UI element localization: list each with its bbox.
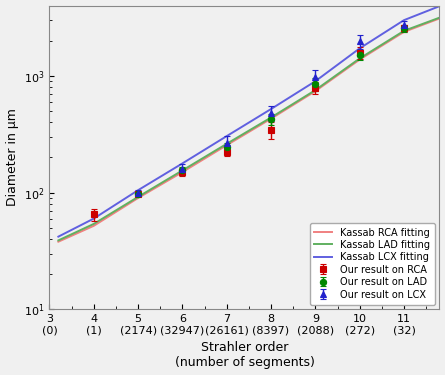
Kassab LAD fitting [401,28,407,33]
Kassab LCX fitting [268,107,274,111]
Line: Kassab RCA fitting: Kassab RCA fitting [58,18,440,242]
Kassab LCX fitting [437,4,442,9]
Kassab RCA fitting [135,196,141,200]
Legend: Kassab RCA fitting, Kassab LAD fitting, Kassab LCX fitting, Our result on RCA, O: Kassab RCA fitting, Kassab LAD fitting, … [310,223,435,304]
Kassab LCX fitting [91,216,97,221]
Kassab LAD fitting [437,15,442,20]
Kassab LAD fitting [135,195,141,199]
Kassab LAD fitting [91,222,97,226]
Kassab RCA fitting [180,170,185,174]
Kassab LAD fitting [180,168,185,172]
Kassab RCA fitting [224,143,230,147]
X-axis label: Strahler order
(number of segments): Strahler order (number of segments) [174,342,315,369]
Kassab LCX fitting [401,18,407,22]
Kassab RCA fitting [268,116,274,121]
Kassab LCX fitting [357,46,362,51]
Kassab RCA fitting [56,240,61,244]
Line: Kassab LCX fitting: Kassab LCX fitting [58,6,440,237]
Kassab RCA fitting [437,16,442,21]
Kassab LCX fitting [313,79,318,84]
Kassab RCA fitting [401,30,407,34]
Y-axis label: Diameter in μm: Diameter in μm [5,108,19,206]
Kassab RCA fitting [313,89,318,93]
Kassab LAD fitting [224,141,230,146]
Kassab LAD fitting [56,238,61,243]
Kassab RCA fitting [357,57,362,62]
Kassab LAD fitting [268,115,274,120]
Kassab LAD fitting [357,56,362,61]
Kassab LCX fitting [56,234,61,239]
Kassab RCA fitting [91,224,97,228]
Kassab LCX fitting [180,161,185,166]
Kassab LAD fitting [313,88,318,92]
Line: Kassab LAD fitting: Kassab LAD fitting [58,18,440,240]
Kassab LCX fitting [135,188,141,192]
Kassab LCX fitting [224,134,230,138]
